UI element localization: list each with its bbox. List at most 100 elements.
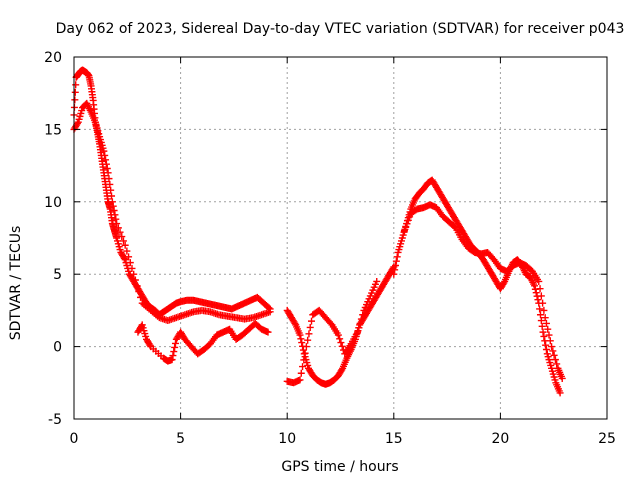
data-point-interp bbox=[338, 342, 346, 350]
data-point-interp bbox=[536, 305, 544, 313]
data-point-interp bbox=[536, 311, 544, 319]
data-point bbox=[264, 328, 272, 336]
x-axis-label: GPS time / hours bbox=[281, 459, 398, 475]
data-point bbox=[539, 328, 547, 336]
data-point bbox=[296, 376, 304, 384]
data-point bbox=[400, 227, 408, 235]
data-point-interp bbox=[542, 319, 550, 327]
data-point-interp bbox=[549, 347, 557, 355]
data-point-interp bbox=[336, 335, 344, 343]
data-point-interp bbox=[391, 266, 399, 274]
data-point-interp bbox=[110, 206, 118, 214]
data-point-interp bbox=[304, 336, 312, 344]
data-point-interp bbox=[393, 253, 401, 261]
x-tick-label: 20 bbox=[491, 431, 509, 447]
data-point-interp bbox=[299, 363, 307, 371]
series-track-g bbox=[400, 201, 566, 382]
data-point-interp bbox=[355, 324, 363, 332]
data-point bbox=[168, 356, 176, 364]
data-point bbox=[334, 331, 342, 339]
data-point bbox=[531, 282, 539, 290]
data-point-interp bbox=[406, 213, 414, 221]
data-point-interp bbox=[404, 216, 412, 224]
y-tick-label: 5 bbox=[53, 267, 62, 283]
data-point-interp bbox=[72, 81, 80, 89]
y-tick-label: 10 bbox=[44, 195, 62, 211]
data-point-interp bbox=[392, 262, 400, 270]
data-point bbox=[296, 331, 304, 339]
data-point-interp bbox=[118, 233, 126, 241]
data-point bbox=[354, 328, 362, 336]
data-point-interp bbox=[550, 351, 558, 359]
data-point bbox=[100, 147, 108, 155]
y-tick-label: -5 bbox=[48, 412, 62, 428]
data-point bbox=[535, 277, 543, 285]
data-point-interp bbox=[308, 317, 316, 325]
data-point-interp bbox=[102, 160, 110, 168]
data-point-interp bbox=[537, 292, 545, 300]
data-point-interp bbox=[114, 224, 122, 232]
data-point bbox=[548, 343, 556, 351]
data-point-interp bbox=[544, 325, 552, 333]
data-point-interp bbox=[123, 247, 131, 255]
data-point-interp bbox=[126, 259, 134, 267]
data-point-interp bbox=[536, 285, 544, 293]
data-point-interp bbox=[112, 215, 120, 223]
data-point-interp bbox=[170, 348, 178, 356]
data-point bbox=[266, 308, 274, 316]
data-point-interp bbox=[137, 293, 145, 301]
data-point-interp bbox=[131, 276, 139, 284]
grid-lines bbox=[74, 57, 607, 419]
data-point-interp bbox=[542, 341, 550, 349]
data-point-interp bbox=[135, 288, 143, 296]
x-tick-label: 15 bbox=[385, 431, 403, 447]
data-point-interp bbox=[540, 306, 548, 314]
data-point-interp bbox=[171, 343, 179, 351]
data-point-interp bbox=[171, 339, 179, 347]
data-point-interp bbox=[106, 180, 114, 188]
data-point-interp bbox=[551, 356, 559, 364]
series-track-f bbox=[390, 176, 564, 397]
data-point-interp bbox=[133, 282, 141, 290]
data-point-interp bbox=[128, 264, 136, 272]
data-point bbox=[541, 314, 549, 322]
series-track-c bbox=[134, 319, 272, 365]
data-point-interp bbox=[73, 120, 81, 128]
data-point-interp bbox=[357, 315, 365, 323]
y-tick-label: 15 bbox=[44, 122, 62, 138]
data-point-interp bbox=[306, 323, 314, 331]
series-track-a bbox=[70, 66, 274, 319]
data-point-interp bbox=[539, 299, 547, 307]
data-point-interp bbox=[298, 339, 306, 347]
data-point-interp bbox=[107, 186, 115, 194]
data-point bbox=[373, 277, 381, 285]
data-point-interp bbox=[337, 339, 345, 347]
data-point-interp bbox=[103, 164, 111, 172]
series-track-b bbox=[70, 99, 274, 325]
data-point-interp bbox=[297, 335, 305, 343]
data-point-interp bbox=[146, 341, 154, 349]
data-point-interp bbox=[356, 319, 364, 327]
data-point-interp bbox=[402, 223, 410, 231]
data-point-interp bbox=[537, 317, 545, 325]
x-tick-label: 5 bbox=[176, 431, 185, 447]
data-point bbox=[390, 270, 398, 278]
data-point bbox=[130, 270, 138, 278]
data-point-interp bbox=[538, 322, 546, 330]
x-tick-label: 10 bbox=[278, 431, 296, 447]
data-point-interp bbox=[120, 254, 128, 262]
y-axis-label: SDTVAR / TECUs bbox=[8, 226, 24, 341]
data-point-interp bbox=[403, 220, 411, 228]
data-point-interp bbox=[359, 311, 367, 319]
data-point-interp bbox=[111, 211, 119, 219]
data-point bbox=[113, 220, 121, 228]
data-point-interp bbox=[101, 151, 109, 159]
series-track-d bbox=[283, 263, 398, 388]
series-track-e bbox=[283, 277, 381, 387]
data-point-interp bbox=[102, 156, 110, 164]
data-point-interp bbox=[105, 175, 113, 183]
data-points bbox=[70, 66, 566, 397]
data-point-interp bbox=[71, 88, 79, 96]
data-point-interp bbox=[116, 228, 124, 236]
